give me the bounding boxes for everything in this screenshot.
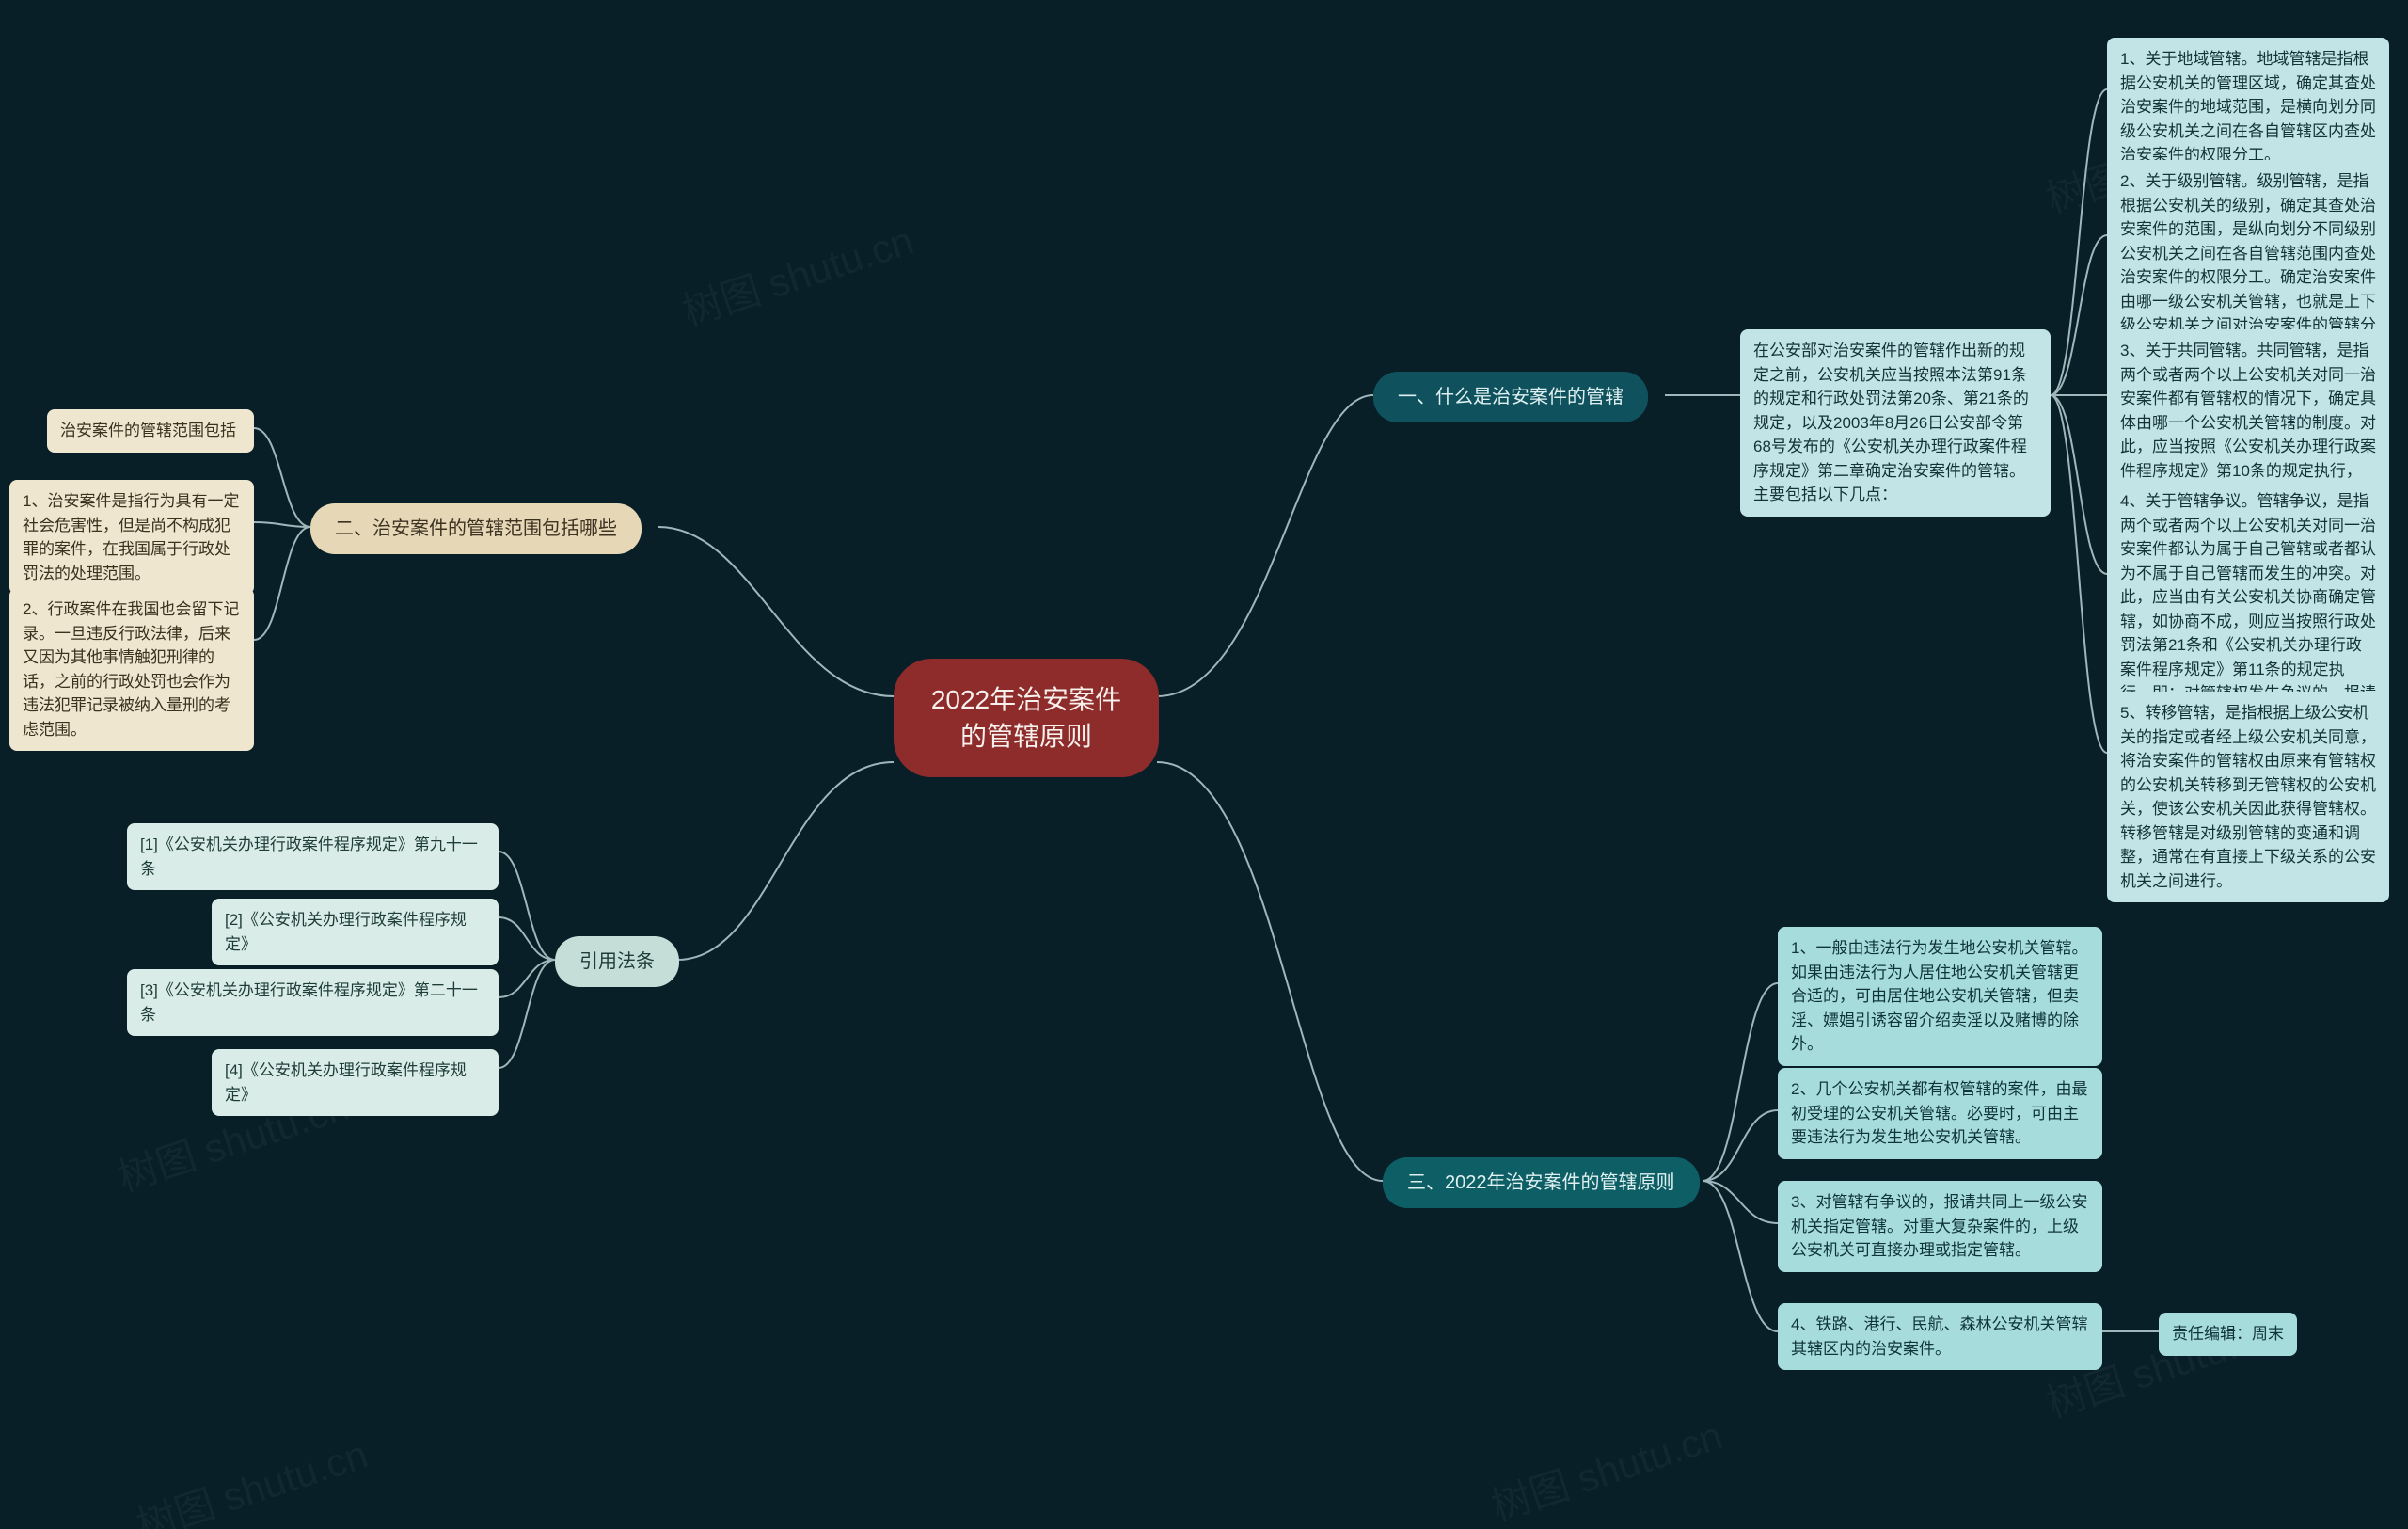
leaf-text: 在公安部对治安案件的管辖作出新的规定之前，公安机关应当按照本法第91条的规定和行… bbox=[1753, 342, 2029, 503]
branch-label: 一、什么是治安案件的管辖 bbox=[1398, 387, 1624, 407]
b2-header[interactable]: 治安案件的管辖范围包括 bbox=[47, 409, 254, 453]
root-label: 2022年治安案件的管辖原则 bbox=[931, 685, 1121, 751]
leaf-text: 2、几个公安机关都有权管辖的案件，由最初受理的公安机关管辖。必要时，可由主要违法… bbox=[1791, 1080, 2087, 1146]
b2-item-2[interactable]: 2、行政案件在我国也会留下记录。一旦违反行政法律，后来又因为其他事情触犯刑律的话… bbox=[9, 588, 254, 751]
b4-item-2[interactable]: 2、几个公安机关都有权管辖的案件，由最初受理的公安机关管辖。必要时，可由主要违法… bbox=[1778, 1068, 2102, 1159]
branch-label: 引用法条 bbox=[579, 951, 655, 972]
connector-layer bbox=[0, 0, 2408, 1529]
b4-editor[interactable]: 责任编辑：周末 bbox=[2159, 1313, 2297, 1356]
b1-item-5[interactable]: 5、转移管辖，是指根据上级公安机关的指定或者经上级公安机关同意，将治安案件的管辖… bbox=[2107, 692, 2389, 902]
leaf-text: 治安案件的管辖范围包括 bbox=[60, 422, 236, 439]
b4-item-4[interactable]: 4、铁路、港行、民航、森林公安机关管辖其辖区内的治安案件。 bbox=[1778, 1303, 2102, 1370]
branch-label: 二、治安案件的管辖范围包括哪些 bbox=[335, 518, 617, 539]
leaf-text: [3]《公安机关办理行政案件程序规定》第二十一条 bbox=[140, 981, 478, 1024]
branch-what-is-jurisdiction[interactable]: 一、什么是治安案件的管辖 bbox=[1373, 372, 1648, 422]
leaf-text: 1、关于地域管辖。地域管辖是指根据公安机关的管理区域，确定其查处治安案件的地域范… bbox=[2120, 50, 2376, 164]
branch-principles-2022[interactable]: 三、2022年治安案件的管辖原则 bbox=[1383, 1157, 1700, 1208]
leaf-text: [2]《公安机关办理行政案件程序规定》 bbox=[225, 911, 467, 953]
leaf-text: [4]《公安机关办理行政案件程序规定》 bbox=[225, 1061, 467, 1104]
watermark: 树图 shutu.cn bbox=[1483, 1404, 1729, 1529]
leaf-text: [1]《公安机关办理行政案件程序规定》第九十一条 bbox=[140, 836, 478, 878]
leaf-text: 1、治安案件是指行为具有一定社会危害性，但是尚不构成犯罪的案件，在我国属于行政处… bbox=[23, 492, 239, 582]
leaf-text: 2、行政案件在我国也会留下记录。一旦违反行政法律，后来又因为其他事情触犯刑律的话… bbox=[23, 600, 239, 739]
watermark: 树图 shutu.cn bbox=[129, 1423, 374, 1529]
b4-item-3[interactable]: 3、对管辖有争议的，报请共同上一级公安机关指定管辖。对重大复杂案件的，上级公安机… bbox=[1778, 1181, 2102, 1272]
branch-scope[interactable]: 二、治安案件的管辖范围包括哪些 bbox=[310, 503, 642, 554]
b3-item-2[interactable]: [2]《公安机关办理行政案件程序规定》 bbox=[212, 899, 499, 965]
root-node[interactable]: 2022年治安案件的管辖原则 bbox=[894, 659, 1159, 777]
b3-item-3[interactable]: [3]《公安机关办理行政案件程序规定》第二十一条 bbox=[127, 969, 499, 1036]
b2-item-1[interactable]: 1、治安案件是指行为具有一定社会危害性，但是尚不构成犯罪的案件，在我国属于行政处… bbox=[9, 480, 254, 595]
leaf-text: 4、铁路、港行、民航、森林公安机关管辖其辖区内的治安案件。 bbox=[1791, 1315, 2087, 1358]
b3-item-1[interactable]: [1]《公安机关办理行政案件程序规定》第九十一条 bbox=[127, 823, 499, 890]
leaf-text: 责任编辑：周末 bbox=[2172, 1325, 2284, 1343]
leaf-text: 1、一般由违法行为发生地公安机关管辖。如果由违法行为人居住地公安机关管辖更合适的… bbox=[1791, 939, 2087, 1053]
leaf-text: 3、对管辖有争议的，报请共同上一级公安机关指定管辖。对重大复杂案件的，上级公安机… bbox=[1791, 1193, 2087, 1259]
branch-label: 三、2022年治安案件的管辖原则 bbox=[1407, 1172, 1675, 1193]
branch-citations[interactable]: 引用法条 bbox=[555, 936, 679, 987]
b1-item-1[interactable]: 1、关于地域管辖。地域管辖是指根据公安机关的管理区域，确定其查处治安案件的地域范… bbox=[2107, 38, 2389, 177]
b1-description[interactable]: 在公安部对治安案件的管辖作出新的规定之前，公安机关应当按照本法第91条的规定和行… bbox=[1740, 329, 2051, 517]
leaf-text: 5、转移管辖，是指根据上级公安机关的指定或者经上级公安机关同意，将治安案件的管辖… bbox=[2120, 704, 2376, 890]
b3-item-4[interactable]: [4]《公安机关办理行政案件程序规定》 bbox=[212, 1049, 499, 1116]
b4-item-1[interactable]: 1、一般由违法行为发生地公安机关管辖。如果由违法行为人居住地公安机关管辖更合适的… bbox=[1778, 927, 2102, 1066]
watermark: 树图 shutu.cn bbox=[674, 209, 920, 338]
